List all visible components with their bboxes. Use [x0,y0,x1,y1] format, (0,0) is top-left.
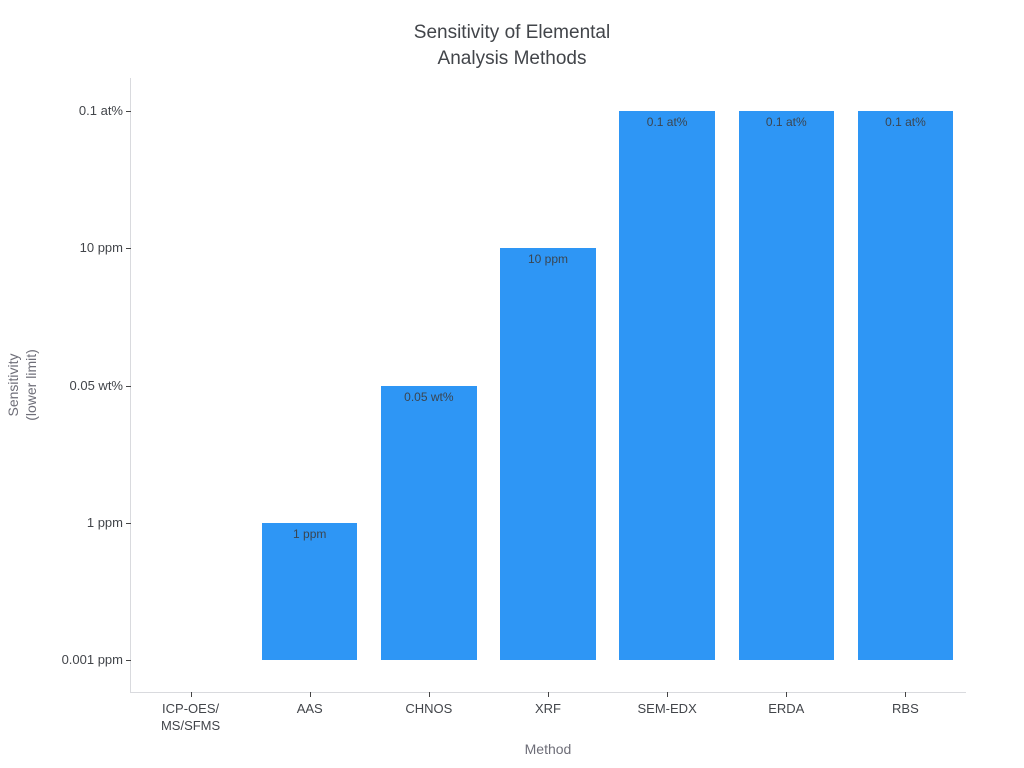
x-tick-label: AAS [296,701,323,716]
y-tick-label: 10 ppm [79,240,123,256]
chart-title: Sensitivity of Elemental Analysis Method… [413,22,611,69]
bar-aas [262,523,358,661]
bar-value-label: 0.1 at% [646,114,688,129]
x-tick-label: SEM-EDX [637,701,697,716]
x-tick-mark [428,692,430,697]
y-tick-mark [126,110,131,112]
x-tick-mark [190,692,192,697]
y-tick-mark [126,660,131,662]
bar-xrf [500,248,596,661]
x-tick-label: ICP-OES/ MS/SFMS [160,701,221,733]
bar-value-label: 0.05 wt% [404,389,454,404]
y-tick-mark [126,523,131,525]
bar-value-label: 0.1 at% [765,114,807,129]
bar-rbs [857,110,954,661]
x-tick-mark [786,692,788,697]
y-tick-label: 0.1 at% [78,102,123,118]
x-tick-mark [309,692,311,697]
bar-chnos [381,385,477,661]
bar-sem-edx [619,110,715,661]
x-axis-title: Method [524,741,572,757]
y-tick-mark [126,385,131,387]
bar-erda [738,110,834,661]
y-tick-mark [126,248,131,250]
x-tick-mark [548,692,549,697]
x-tick-mark [905,692,907,697]
bar-value-label: 1 ppm [293,527,327,542]
bar-value-label: 0.1 at% [885,114,926,129]
x-tick-label: XRF [534,701,561,716]
y-axis-line [130,78,131,692]
x-tick-mark [667,692,669,697]
y-tick-label: 0.05 wt% [69,377,123,393]
x-tick-label: RBS [892,701,919,716]
bar-value-label: 10 ppm [527,252,568,267]
y-tick-label: 0.001 ppm [61,652,123,668]
x-tick-label: ERDA [768,701,805,716]
x-tick-label: CHNOS [405,701,453,716]
y-tick-label: 1 ppm [86,515,123,531]
